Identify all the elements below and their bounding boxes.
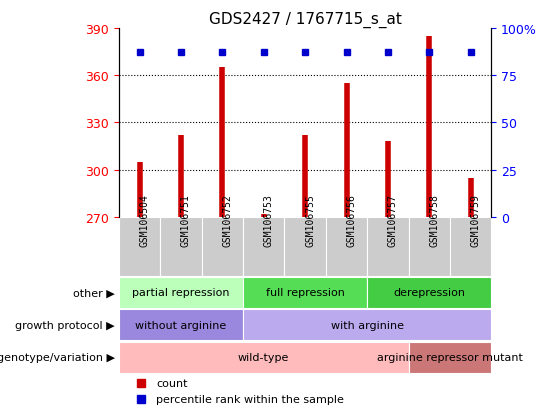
Bar	[201, 217, 243, 276]
Bar	[243, 277, 367, 308]
Text: GSM106751: GSM106751	[181, 194, 191, 247]
Bar	[285, 217, 326, 276]
Text: percentile rank within the sample: percentile rank within the sample	[156, 394, 344, 404]
Bar	[450, 217, 491, 276]
Text: growth protocol ▶: growth protocol ▶	[16, 320, 115, 330]
Text: full repression: full repression	[266, 287, 345, 297]
Bar	[119, 277, 243, 308]
Text: GSM106504: GSM106504	[139, 194, 150, 247]
Text: arginine repressor mutant: arginine repressor mutant	[377, 352, 523, 362]
Text: GSM106753: GSM106753	[264, 194, 274, 247]
Bar	[409, 342, 491, 373]
Text: GSM106757: GSM106757	[388, 194, 398, 247]
Text: GSM106758: GSM106758	[429, 194, 440, 247]
Text: GSM106759: GSM106759	[471, 194, 481, 247]
Text: GSM106756: GSM106756	[347, 194, 356, 247]
Bar	[243, 309, 491, 340]
Text: genotype/variation ▶: genotype/variation ▶	[0, 352, 115, 362]
Bar	[119, 217, 160, 276]
Bar	[367, 277, 491, 308]
Text: wild-type: wild-type	[238, 352, 289, 362]
Text: GSM106755: GSM106755	[305, 194, 315, 247]
Bar	[119, 342, 409, 373]
Title: GDS2427 / 1767715_s_at: GDS2427 / 1767715_s_at	[208, 12, 402, 28]
Text: with arginine: with arginine	[330, 320, 404, 330]
Bar	[367, 217, 409, 276]
Bar	[326, 217, 367, 276]
Text: derepression: derepression	[393, 287, 465, 297]
Bar	[243, 217, 285, 276]
Text: GSM106752: GSM106752	[222, 194, 232, 247]
Text: partial repression: partial repression	[132, 287, 230, 297]
Bar	[119, 309, 243, 340]
Text: other ▶: other ▶	[73, 287, 115, 297]
Bar	[409, 217, 450, 276]
Bar	[160, 217, 201, 276]
Text: count: count	[156, 378, 187, 388]
Text: without arginine: without arginine	[136, 320, 226, 330]
